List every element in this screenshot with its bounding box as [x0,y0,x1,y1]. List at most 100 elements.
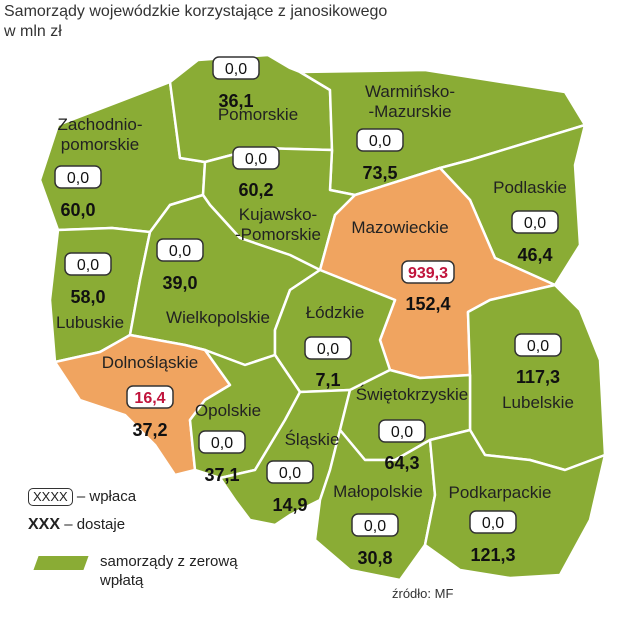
region-name-podkarpackie: Podkarpackie [448,483,551,502]
payment-value-dolnoslaskie: 16,4 [134,390,165,407]
payment-box-wielkopolskie [156,238,204,262]
receives-value-swietokrzyskie: 64,3 [384,453,419,473]
receives-value-kujawsko-pomorskie: 60,2 [238,180,273,200]
payment-box-podlaskie [511,210,559,234]
regions-layer [38,53,607,582]
region-name-line: -Pomorskie [235,225,321,244]
receives-value-mazowieckie: 152,4 [405,294,450,314]
payment-value-zachodniopomorskie: 0,0 [67,170,89,187]
payment-box-warminsko-mazurskie [356,128,404,152]
payment-box-kujawsko-pomorskie [232,146,280,170]
payment-value-mazowieckie: 939,3 [408,265,448,282]
receives-value-pomorskie: 36,1 [218,91,253,111]
legend-swatch-row [33,554,89,571]
legend-payment-label: – wpłaca [76,488,137,505]
payment-box-dolnoslaskie [126,385,174,409]
legend-receives-row: XXX – dostaje [28,516,125,534]
receives-value-zachodniopomorskie: 60,0 [60,200,95,220]
region-name-line: Mazowieckie [351,218,448,237]
labels-layer: Zachodnio-pomorskie 0,0 60,0 Pomorskie 0,0 36… [54,56,574,568]
receives-value-podlaskie: 46,4 [517,245,552,265]
region-name-kujawsko-pomorskie: Kujawsko--Pomorskie [235,205,321,244]
payment-value-opolskie: 0,0 [211,435,233,452]
payment-box-lubelskie [514,333,562,357]
region-name-lodzkie: Łódzkie [306,303,365,322]
payment-value-warminsko-mazurskie: 0,0 [369,133,391,150]
receives-value-slaskie: 14,9 [272,495,307,515]
region-name-swietokrzyskie: Świętokrzyskie [356,385,468,404]
payment-value-podkarpackie: 0,0 [482,515,504,532]
region-name-line: Warmińsko- [365,82,455,101]
map-title: Samorządy wojewódzkie korzystające z jan… [4,2,387,42]
payment-value-lodzkie: 0,0 [317,341,339,358]
region-malopolskie [313,428,437,582]
payment-box-malopolskie [351,513,399,537]
payment-box-podkarpackie [469,510,517,534]
payment-value-pomorskie: 0,0 [225,61,247,78]
payment-value-podlaskie: 0,0 [524,215,546,232]
source-note: źródło: MF [392,586,454,601]
region-name-line: pomorskie [61,135,139,154]
region-name-line: Kujawsko- [239,205,317,224]
region-name-warminsko-mazurskie: Warmińsko--Mazurskie [365,82,455,121]
region-name-lubuskie: Lubuskie [56,313,124,332]
payment-box-mazowieckie [401,260,455,284]
legend-swatch-text: samorządy z zerową wpłatą [100,552,238,590]
receives-value-lubelskie: 117,3 [516,367,560,387]
title-line-2: w mln zł [4,23,62,40]
title-line-1: Samorządy wojewódzkie korzystające z jan… [4,3,388,20]
region-name-line: Łódzkie [306,303,365,322]
region-name-line: Lubelskie [502,393,574,412]
payment-value-slaskie: 0,0 [279,465,301,482]
receives-value-lubuskie: 58,0 [70,287,105,307]
legend-swatch [33,556,89,571]
region-name-lubelskie: Lubelskie [502,393,574,412]
legend-payment-sample: XXXX [28,488,73,507]
region-name-line: Dolnośląskie [102,353,198,372]
region-name-zachodniopomorskie: Zachodnio-pomorskie [57,115,142,154]
payment-value-swietokrzyskie: 0,0 [391,424,413,441]
legend-swatch-label-1: samorządy z zerową [100,553,238,570]
receives-value-warminsko-mazurskie: 73,5 [362,163,397,183]
receives-value-dolnoslaskie: 37,2 [132,420,167,440]
region-name-slaskie: Śląskie [285,430,340,449]
region-name-dolnoslaskie: Dolnośląskie [102,353,198,372]
payment-box-pomorskie [212,56,260,80]
payment-box-lubuskie [64,252,112,276]
legend-swatch-label-2: wpłatą [100,572,144,589]
region-name-opolskie: Opolskie [195,401,261,420]
payment-box-lodzkie [304,336,352,360]
region-name-pomorskie: Pomorskie [218,105,298,124]
receives-value-lodzkie: 7,1 [315,370,340,390]
legend-payment-row: XXXX – wpłaca [28,488,137,507]
legend-receives-label: – dostaje [64,516,126,533]
region-name-line: Opolskie [195,401,261,420]
region-name-line: Śląskie [285,430,340,449]
receives-value-wielkopolskie: 39,0 [162,273,197,293]
region-name-malopolskie: Małopolskie [333,482,423,501]
region-name-line: Świętokrzyskie [356,385,468,404]
payment-box-zachodniopomorskie [54,165,102,189]
legend-receives-sample: XXX [28,516,61,533]
receives-value-podkarpackie: 121,3 [470,545,515,565]
receives-value-malopolskie: 30,8 [357,548,392,568]
payment-value-wielkopolskie: 0,0 [169,243,191,260]
region-name-line: Podkarpackie [448,483,551,502]
payment-box-swietokrzyskie [378,419,426,443]
region-name-line: Zachodnio- [57,115,142,134]
region-name-wielkopolskie: Wielkopolskie [166,308,270,327]
region-name-line: Lubuskie [56,313,124,332]
region-name-mazowieckie: Mazowieckie [351,218,448,237]
payment-box-slaskie [266,460,314,484]
receives-value-opolskie: 37,1 [204,465,239,485]
payment-value-kujawsko-pomorskie: 0,0 [245,151,267,168]
payment-value-lubelskie: 0,0 [527,338,549,355]
payment-value-lubuskie: 0,0 [77,257,99,274]
region-name-line: -Mazurskie [368,102,451,121]
region-name-line: Wielkopolskie [166,308,270,327]
region-podkarpackie [423,428,607,580]
region-name-line: Małopolskie [333,482,423,501]
payment-box-opolskie [198,430,246,454]
region-name-line: Pomorskie [218,105,298,124]
